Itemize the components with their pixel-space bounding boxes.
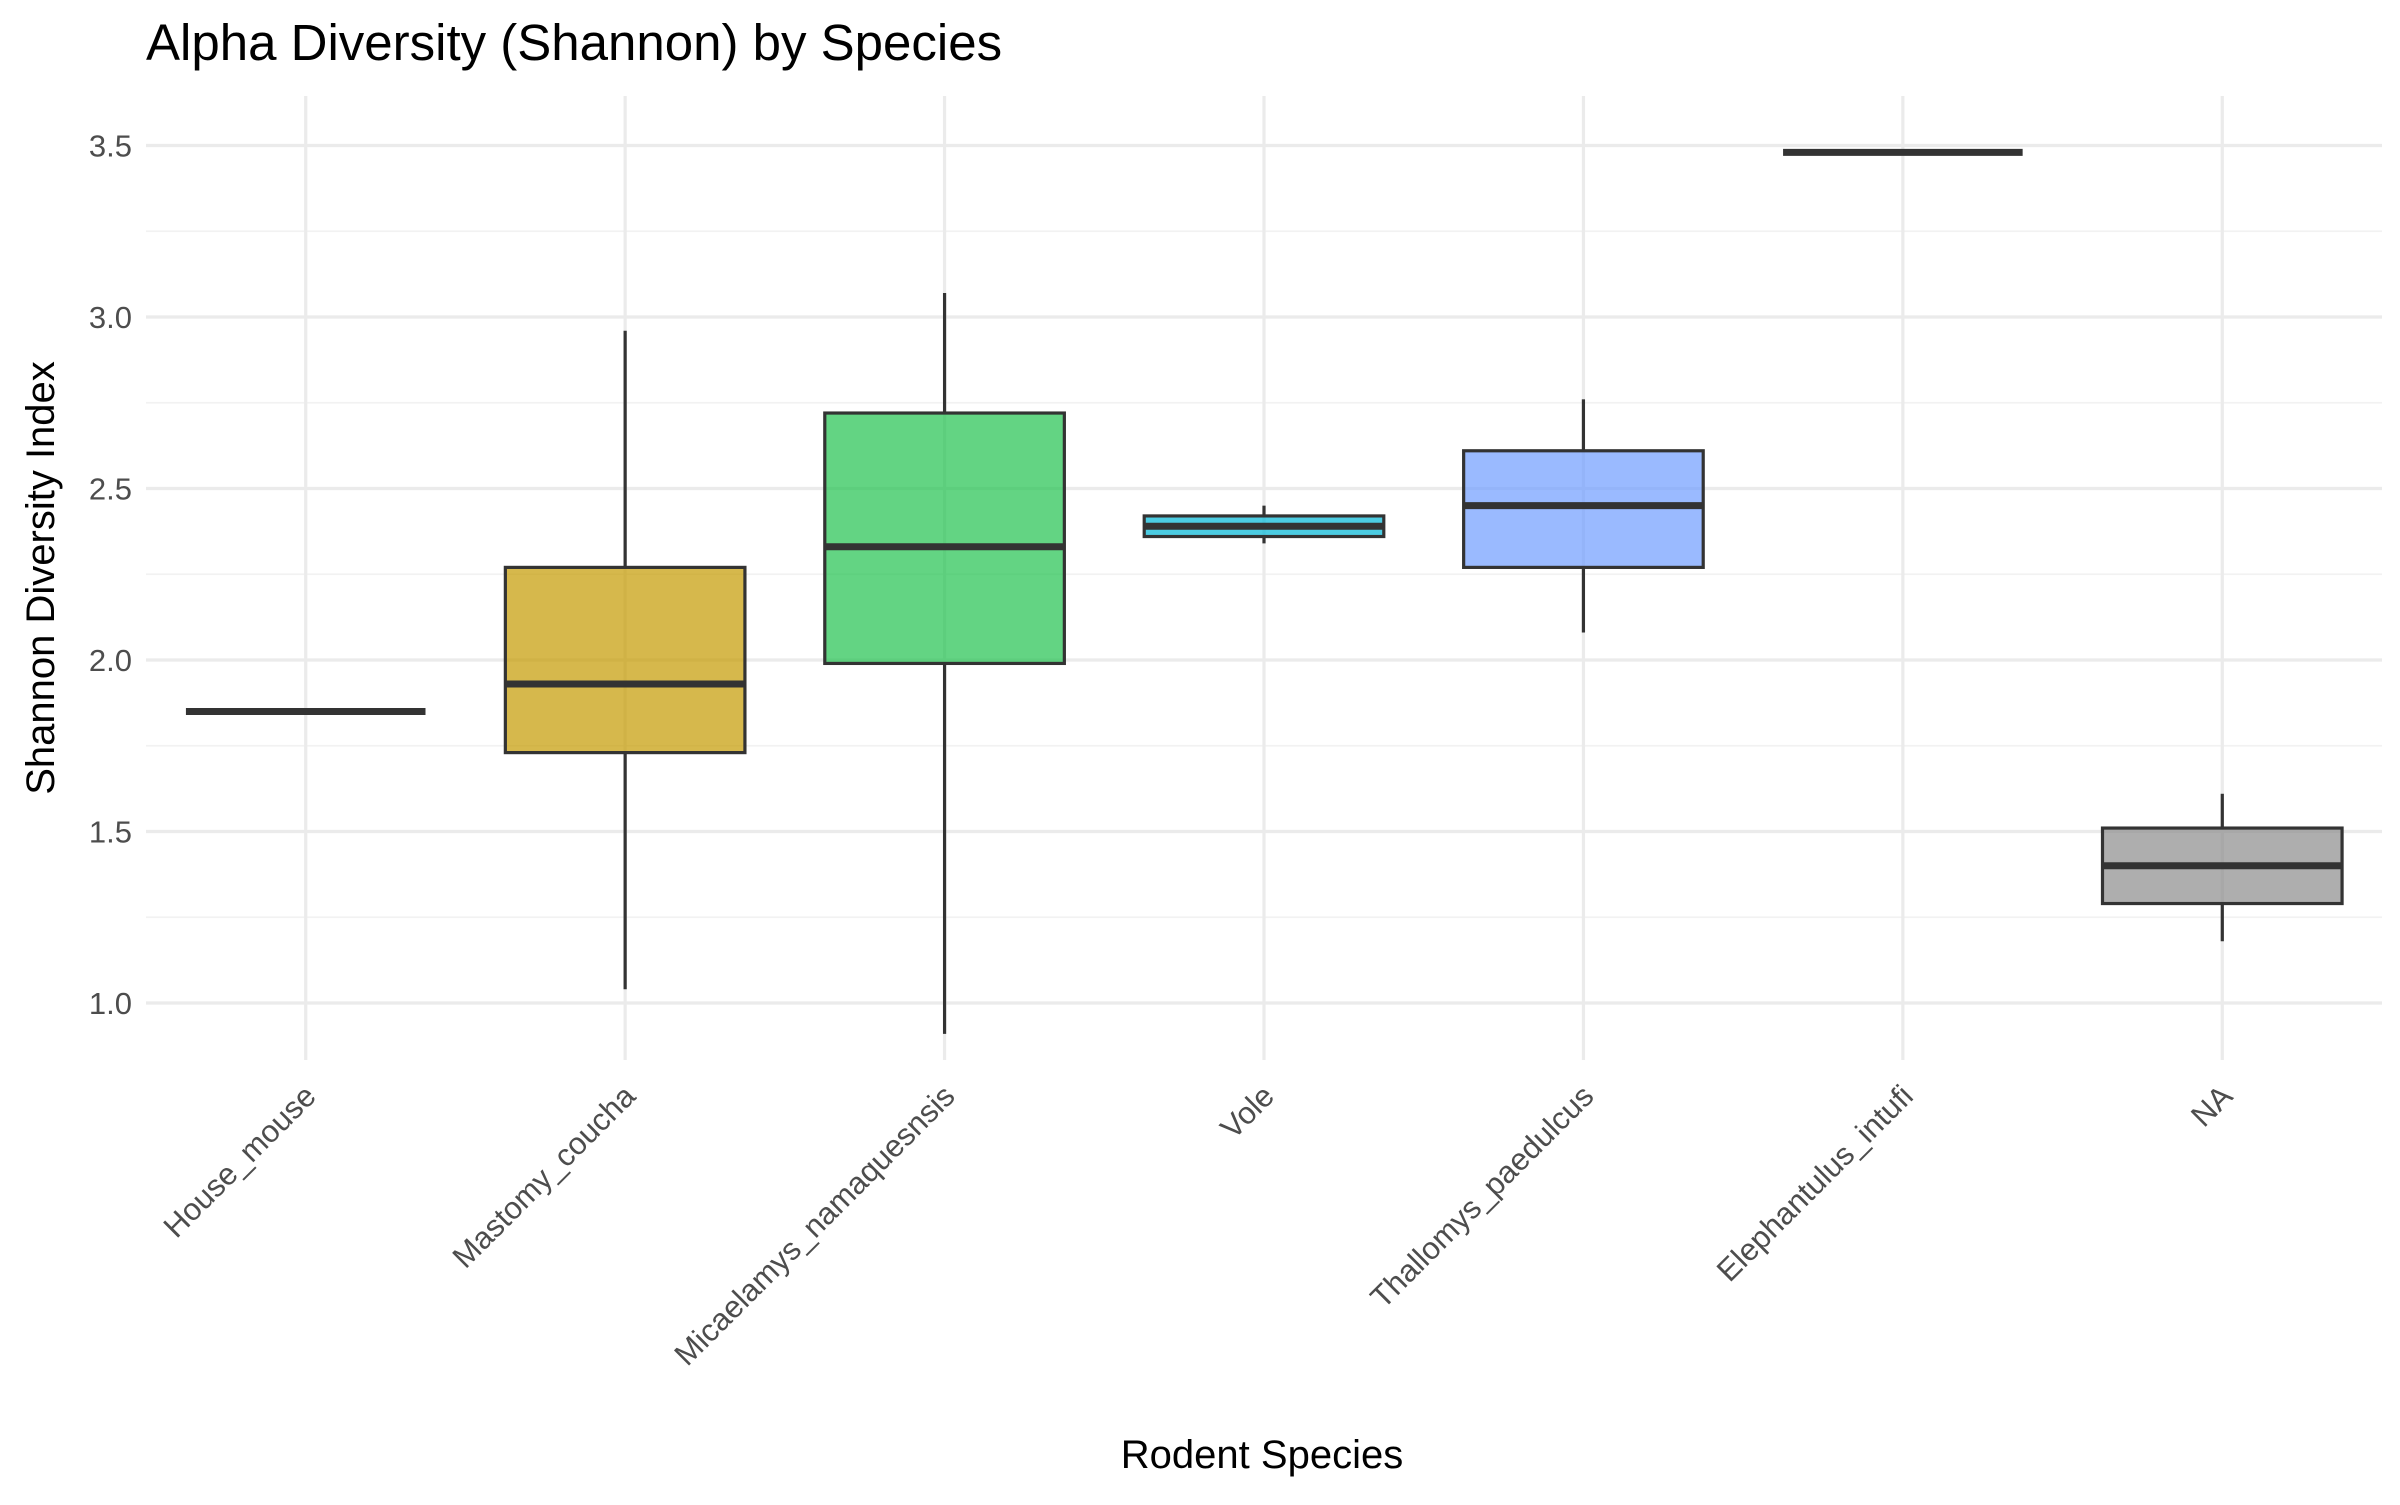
x-tick-label: House_mouse xyxy=(157,1078,323,1244)
y-tick-label: 3.5 xyxy=(89,129,132,164)
box-Thallomys_paedulcus xyxy=(1462,399,1705,633)
y-tick-label: 2.0 xyxy=(89,643,132,678)
y-tick-label: 2.5 xyxy=(89,472,132,507)
chart-title: Alpha Diversity (Shannon) by Species xyxy=(146,14,1002,71)
x-tick-label: NA xyxy=(2184,1078,2239,1133)
grid xyxy=(146,96,2382,1060)
box-iqr xyxy=(823,411,1066,666)
box-Mastomy_coucha xyxy=(503,330,747,990)
box-NA xyxy=(2100,793,2344,942)
x-tick-label: Mastomy_coucha xyxy=(446,1078,643,1275)
y-tick-label: 1.0 xyxy=(89,986,132,1021)
box-Micaelamys_namaquesnsis xyxy=(823,292,1066,1034)
y-tick-label: 1.5 xyxy=(89,815,132,850)
boxes xyxy=(185,148,2344,1034)
y-axis-title: Shannon Diversity Index xyxy=(19,361,63,795)
box-iqr xyxy=(503,565,747,755)
x-tick-label: Elephantulus_intufi xyxy=(1710,1078,1920,1288)
y-axis-ticks: 1.0 1.5 2.0 2.5 3.0 3.5 xyxy=(89,129,132,1022)
box-Vole xyxy=(1142,505,1386,544)
x-axis-ticks: House_mouse Mastomy_coucha Micaelamys_nama… xyxy=(157,1078,2240,1373)
y-tick-label: 3.0 xyxy=(89,300,132,335)
x-tick-label: Micaelamys_namaquesnsis xyxy=(668,1078,962,1372)
x-tick-label: Vole xyxy=(1214,1078,1281,1145)
x-tick-label: Thallomys_paedulcus xyxy=(1364,1078,1601,1315)
x-axis-title: Rodent Species xyxy=(1121,1433,1403,1477)
